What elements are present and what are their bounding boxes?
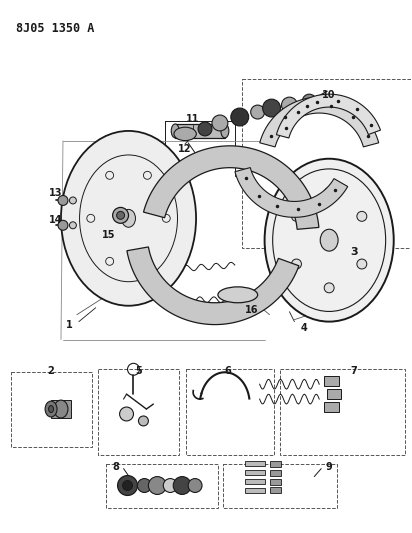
Polygon shape — [276, 94, 381, 138]
Polygon shape — [269, 488, 281, 494]
Polygon shape — [269, 470, 281, 475]
Text: 14: 14 — [49, 215, 63, 225]
Circle shape — [281, 97, 297, 113]
Circle shape — [117, 212, 124, 219]
Bar — [279, 369, 405, 455]
Text: 15: 15 — [102, 230, 115, 240]
Ellipse shape — [45, 401, 57, 417]
Circle shape — [188, 479, 202, 492]
Polygon shape — [324, 376, 339, 386]
Polygon shape — [127, 247, 299, 325]
Circle shape — [173, 477, 191, 495]
Circle shape — [357, 212, 367, 221]
Text: 3: 3 — [350, 247, 358, 257]
Text: 8: 8 — [112, 462, 119, 472]
Circle shape — [250, 105, 265, 119]
Circle shape — [163, 479, 177, 492]
Bar — [223, 464, 337, 508]
Circle shape — [58, 196, 68, 205]
Text: 13: 13 — [49, 188, 63, 198]
Text: 9: 9 — [326, 462, 332, 472]
Circle shape — [231, 108, 249, 126]
Text: 7: 7 — [351, 366, 357, 376]
Polygon shape — [324, 402, 339, 412]
Polygon shape — [235, 167, 348, 217]
Text: 2: 2 — [48, 366, 54, 376]
Circle shape — [302, 94, 316, 108]
Text: 6: 6 — [225, 366, 231, 376]
Polygon shape — [245, 488, 265, 493]
Circle shape — [148, 477, 166, 495]
Polygon shape — [269, 479, 281, 484]
Ellipse shape — [122, 209, 136, 227]
Text: 16: 16 — [245, 305, 258, 314]
Polygon shape — [175, 124, 225, 138]
Circle shape — [324, 188, 334, 197]
Circle shape — [324, 283, 334, 293]
Circle shape — [357, 259, 367, 269]
Circle shape — [198, 122, 212, 136]
Polygon shape — [327, 389, 341, 399]
Ellipse shape — [171, 124, 179, 138]
Ellipse shape — [54, 400, 68, 418]
Ellipse shape — [61, 131, 196, 306]
Circle shape — [70, 222, 76, 229]
Circle shape — [262, 99, 281, 117]
Ellipse shape — [265, 159, 394, 321]
Polygon shape — [245, 461, 265, 466]
Polygon shape — [143, 146, 319, 229]
Text: 5: 5 — [135, 366, 142, 376]
Ellipse shape — [221, 124, 229, 138]
Ellipse shape — [49, 406, 54, 413]
Text: 4: 4 — [301, 322, 308, 333]
Text: 12: 12 — [178, 144, 192, 154]
Text: 11: 11 — [186, 114, 200, 124]
Ellipse shape — [320, 229, 338, 251]
Bar — [11, 372, 92, 447]
Circle shape — [119, 407, 133, 421]
Circle shape — [292, 212, 302, 221]
Text: 1: 1 — [66, 320, 72, 329]
Circle shape — [212, 115, 228, 131]
Ellipse shape — [218, 287, 258, 303]
Circle shape — [58, 220, 68, 230]
Circle shape — [292, 259, 302, 269]
Bar — [98, 369, 179, 455]
Text: 8J05 1350 A: 8J05 1350 A — [16, 22, 95, 35]
Bar — [106, 464, 218, 508]
Circle shape — [138, 416, 148, 426]
Ellipse shape — [174, 127, 196, 141]
Bar — [186, 369, 274, 455]
Circle shape — [122, 481, 133, 490]
Polygon shape — [269, 461, 281, 466]
Circle shape — [112, 207, 129, 223]
Bar — [242, 79, 411, 248]
Polygon shape — [260, 97, 379, 147]
Polygon shape — [245, 479, 265, 484]
Circle shape — [138, 479, 151, 492]
Circle shape — [117, 475, 138, 496]
Text: 10: 10 — [323, 90, 336, 100]
Polygon shape — [51, 400, 71, 418]
Circle shape — [70, 197, 76, 204]
Polygon shape — [245, 470, 265, 475]
